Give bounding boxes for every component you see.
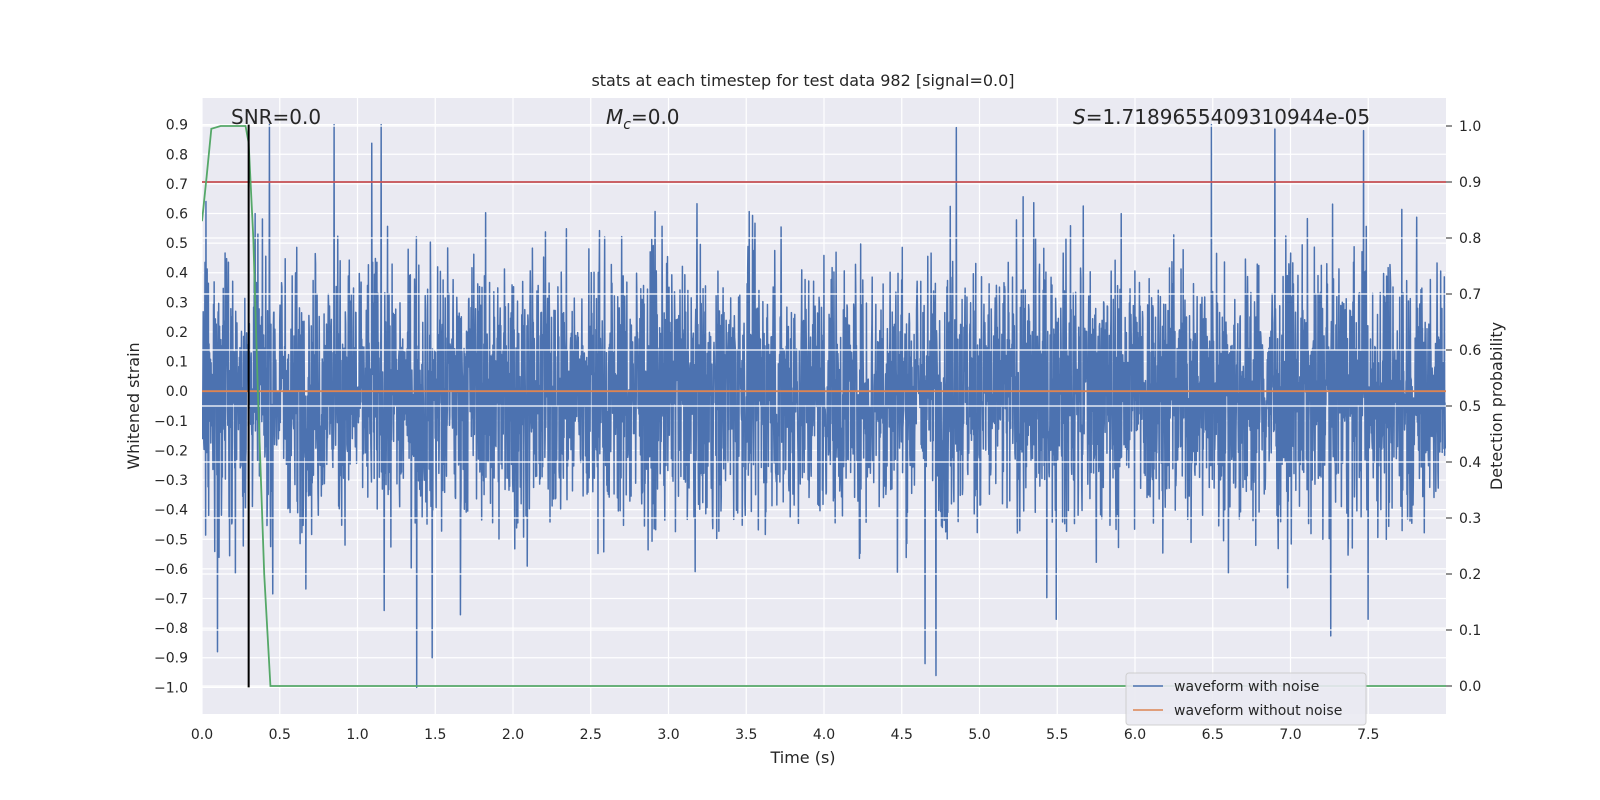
y-right-tick-label: 0.2 (1459, 567, 1481, 583)
y-left-tick-label: −0.7 (154, 592, 188, 608)
x-tick-label: 2.5 (580, 727, 602, 743)
x-tick-label: 2.0 (502, 727, 524, 743)
x-tick-label: 0.0 (191, 727, 213, 743)
chirp-mass-symbol: M (606, 105, 623, 129)
x-tick-label: 0.5 (269, 727, 291, 743)
y-left-tick-label: 0.5 (166, 236, 188, 252)
y-right-tick-label: 0.6 (1459, 343, 1481, 359)
waveform-with-noise-line (202, 123, 1446, 689)
y-left-tick-label: −0.3 (154, 473, 188, 489)
y-left-tick-label: 0.1 (166, 355, 188, 371)
y-left-tick-label: 0.4 (166, 266, 188, 282)
y-left-tick-label: 0.7 (166, 177, 188, 193)
y-left-tick-label: 0.2 (166, 325, 188, 341)
x-tick-label: 1.5 (424, 727, 446, 743)
y-left-tick-label: −0.1 (154, 414, 188, 430)
chirp-mass-annotation: Mc=0.0 (606, 105, 680, 133)
legend-box (1125, 672, 1367, 726)
y-right-tick-label: 0.4 (1459, 455, 1481, 471)
x-tick-label: 6.5 (1202, 727, 1224, 743)
y-left-axis-label: Whitened strain (124, 342, 143, 469)
y-right-tick-label: 0.9 (1459, 175, 1481, 191)
x-tick-label: 5.0 (968, 727, 990, 743)
chirp-mass-subscript: c (623, 117, 631, 133)
y-right-tick-label: 0.0 (1459, 679, 1481, 695)
s-annotation: S=1.7189655409310944e-05 (1073, 105, 1370, 129)
s-symbol: S (1073, 105, 1086, 129)
s-value: =1.7189655409310944e-05 (1086, 105, 1370, 129)
y-left-tick-label: −0.9 (154, 651, 188, 667)
x-tick-label: 5.5 (1046, 727, 1068, 743)
x-axis-label: Time (s) (769, 748, 835, 767)
y-right-tick-label: 0.1 (1459, 623, 1481, 639)
x-tick-labels: 0.0 0.5 1.0 1.5 2.0 2.5 3.0 3.5 4.0 4.5 5.0 5.5 6.0 6… (191, 727, 1380, 743)
y-left-tick-label: −1.0 (154, 680, 188, 696)
legend-label-noise: waveform with noise (1174, 679, 1319, 695)
y-left-tick-label: −0.2 (154, 443, 188, 459)
y-left-tick-label: 0.6 (166, 207, 188, 223)
chart-title: stats at each timestep for test data 982… (591, 71, 1014, 90)
x-tick-label: 7.0 (1279, 727, 1301, 743)
y-left-tick-label: 0.8 (166, 147, 188, 163)
y-right-tick-label: 0.5 (1459, 399, 1481, 415)
y-left-tick-label: −0.5 (154, 532, 188, 548)
y-left-tick-labels: 0.9 0.8 0.7 0.6 0.5 0.4 0.3 0.2 0.1 0.0 −0.1 −0.2 −0… (154, 118, 188, 697)
y-left-tick-label: 0.9 (166, 118, 188, 134)
chirp-mass-value: =0.0 (631, 105, 680, 129)
snr-annotation: SNR=0.0 (231, 105, 321, 129)
x-tick-label: 3.0 (657, 727, 679, 743)
plot-content (202, 123, 1446, 689)
x-tick-label: 1.0 (346, 727, 368, 743)
detection-probability-line (202, 125, 1446, 687)
x-tick-label: 4.0 (813, 727, 835, 743)
y-right-tick-label: 1.0 (1459, 119, 1481, 135)
y-left-tick-label: −0.4 (154, 503, 188, 519)
x-tick-label: 3.5 (735, 727, 757, 743)
y-right-tick-label: 0.7 (1459, 287, 1481, 303)
y-right-tick-label: 0.3 (1459, 511, 1481, 527)
legend: waveform with noise waveform without noi… (1125, 672, 1367, 726)
y-left-tick-label: 0.0 (166, 384, 188, 400)
y-right-tick-label: 0.8 (1459, 231, 1481, 247)
y-right-axis-label: Detection probability (1487, 322, 1506, 490)
x-tick-label: 4.5 (891, 727, 913, 743)
legend-label-clean: waveform without noise (1174, 703, 1342, 719)
y-right-tick-labels: 1.0 0.9 0.8 0.7 0.6 0.5 0.4 0.3 0.2 0.1 0.0 (1446, 119, 1481, 695)
y-left-tick-label: −0.6 (154, 562, 188, 578)
x-tick-label: 7.5 (1357, 727, 1379, 743)
y-left-tick-label: 0.3 (166, 295, 188, 311)
y-left-tick-label: −0.8 (154, 621, 188, 637)
x-tick-label: 6.0 (1124, 727, 1146, 743)
